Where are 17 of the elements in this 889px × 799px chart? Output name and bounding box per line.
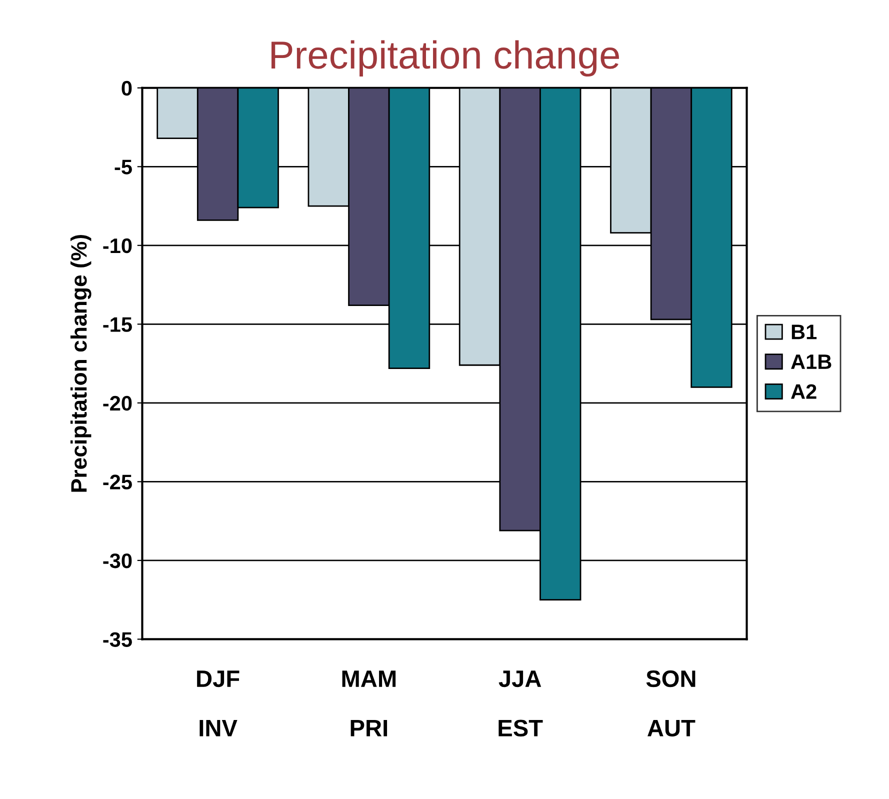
y-tick-label: -25 <box>103 474 132 490</box>
y-tick-label: -30 <box>103 553 132 568</box>
legend-label: A1B <box>791 354 832 369</box>
y-tick-label: -5 <box>114 160 132 174</box>
y-tick-label: -20 <box>103 396 132 411</box>
category-label: JJA EST <box>498 670 543 736</box>
legend-label: A2 <box>791 384 816 399</box>
y-tick-label: -35 <box>103 632 132 647</box>
chart-title: Precipitation change <box>272 40 619 77</box>
y-tick-label: 0 <box>122 80 132 96</box>
category-label: DJF INV <box>197 670 240 736</box>
category-label: SON AUT <box>646 670 696 736</box>
category-label: MAM PRI <box>342 670 396 736</box>
legend-label: B1 <box>792 324 817 340</box>
y-tick-label: -15 <box>103 317 132 332</box>
y-axis-title: Precipitation change (%) <box>70 234 92 492</box>
y-tick-label: -10 <box>103 238 132 254</box>
